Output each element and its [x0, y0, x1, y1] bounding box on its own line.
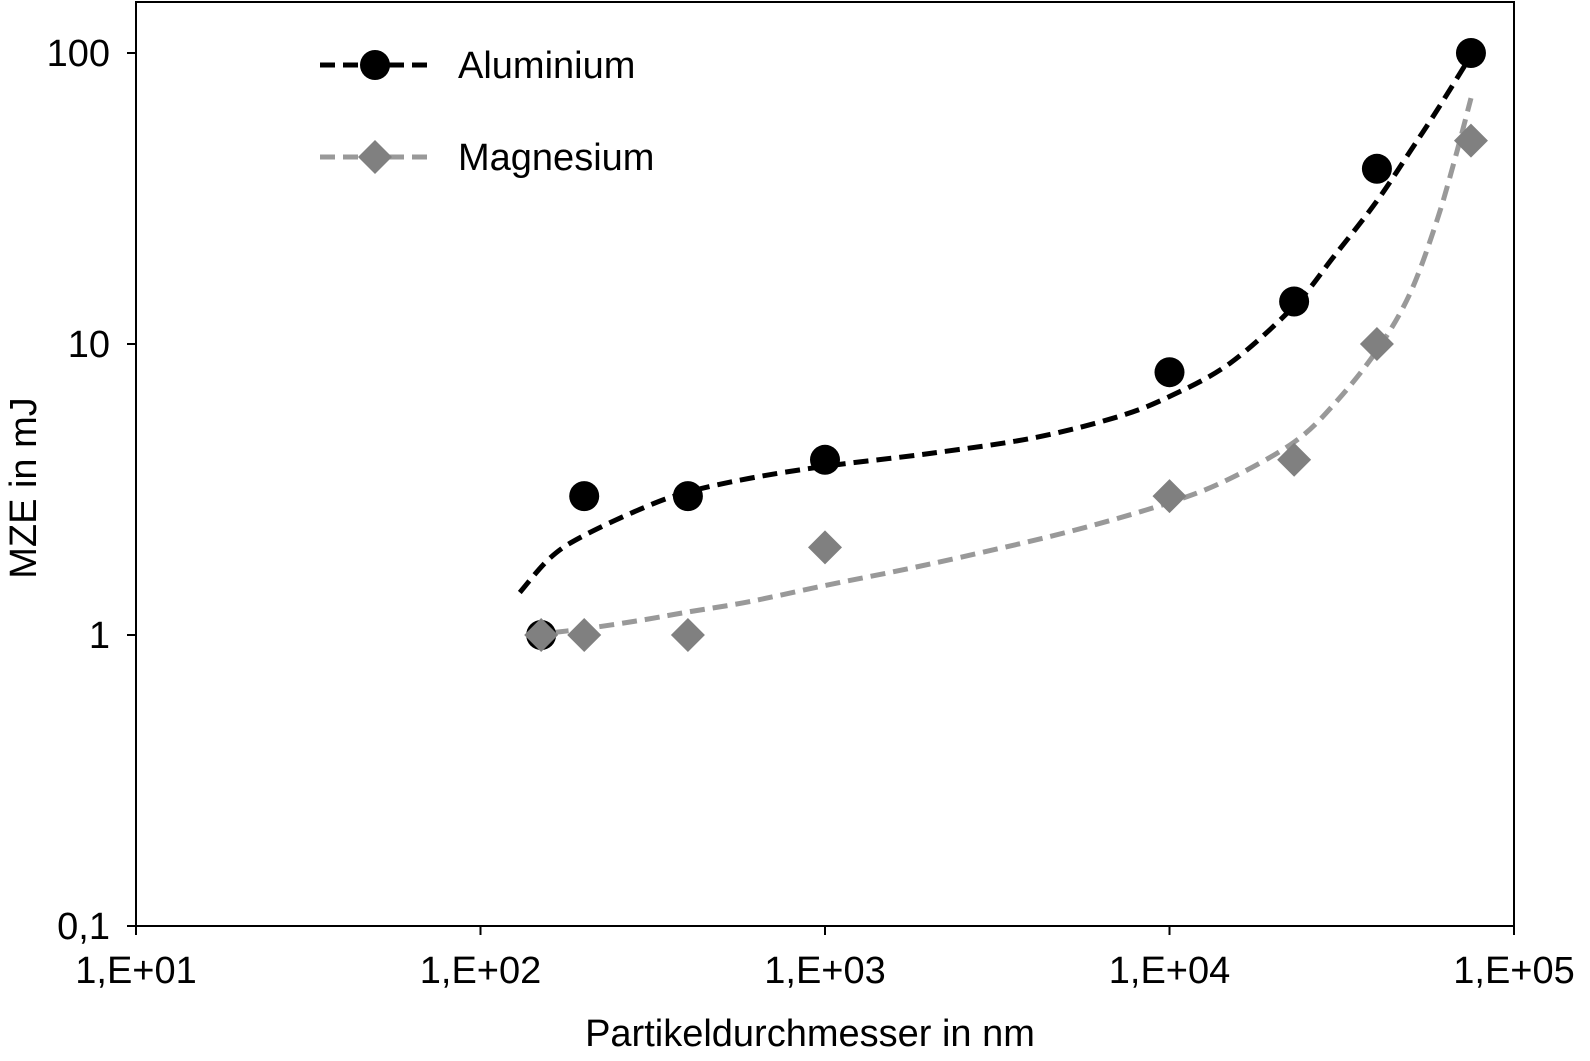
aluminium-point — [672, 481, 703, 512]
aluminium-legend-label: Aluminium — [458, 45, 635, 87]
x-tick-label: 1,E+05 — [1453, 950, 1575, 992]
magnesium-point — [524, 618, 559, 652]
x-axis: 1,E+01 1,E+02 1,E+03 1,E+04 1,E+05 — [75, 926, 1575, 992]
x-tick-label: 1,E+02 — [420, 950, 542, 992]
aluminium-point — [1361, 153, 1392, 184]
y-tick-label: 1 — [89, 615, 110, 657]
x-axis-title: Partikeldurchmesser in nm — [585, 1013, 1035, 1055]
aluminium-point — [1279, 286, 1310, 317]
y-axis: 0,1 1 10 100 — [47, 33, 136, 948]
aluminium-point — [569, 481, 600, 512]
y-axis-title: MZE in mJ — [3, 397, 45, 579]
aluminium-point — [1154, 357, 1185, 388]
legend: Aluminium Magnesium — [320, 45, 654, 179]
aluminium-trend-line — [517, 54, 1474, 595]
magnesium-legend-marker — [358, 140, 392, 174]
magnesium-legend-label: Magnesium — [458, 137, 654, 179]
y-tick-label: 10 — [68, 324, 110, 366]
aluminium-legend-marker — [360, 50, 390, 80]
aluminium-point — [1455, 38, 1486, 68]
magnesium-point — [1152, 479, 1187, 514]
trend-lines — [517, 54, 1474, 638]
x-tick-label: 1,E+01 — [75, 950, 197, 992]
magnesium-point — [1453, 123, 1488, 158]
y-tick-label: 100 — [47, 33, 110, 75]
magnesium-point — [808, 530, 842, 565]
magnesium-point — [670, 618, 705, 652]
magnesium-point — [1359, 327, 1394, 361]
aluminium-point — [810, 444, 840, 475]
x-tick-label: 1,E+03 — [764, 950, 886, 992]
magnesium-point — [567, 618, 602, 652]
y-tick-label: 0,1 — [57, 906, 110, 948]
x-tick-label: 1,E+04 — [1109, 950, 1231, 992]
magnesium-point — [1277, 442, 1312, 477]
magnesium-trend-line — [530, 97, 1474, 638]
data-points — [524, 38, 1488, 652]
